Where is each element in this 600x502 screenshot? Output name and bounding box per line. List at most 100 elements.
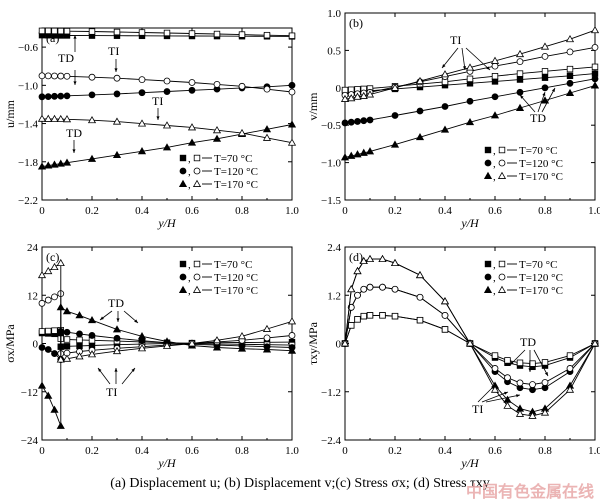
data-point xyxy=(491,62,499,70)
y-tick-label: −12 xyxy=(21,387,38,399)
y-tick-label: 12 xyxy=(27,290,38,302)
series-5 xyxy=(340,81,600,161)
data-point xyxy=(590,25,600,34)
legend-comma: , xyxy=(188,259,191,271)
data-point xyxy=(541,359,549,366)
data-point xyxy=(137,119,147,127)
data-point xyxy=(366,116,374,124)
series-line xyxy=(344,286,596,391)
arrow-head xyxy=(516,394,520,398)
data-point xyxy=(44,266,53,275)
data-point xyxy=(212,343,222,351)
series-6 xyxy=(340,25,600,102)
annotation-arrow xyxy=(461,47,466,71)
annotation-label: TI xyxy=(108,44,119,58)
y-tick-label: −1.2 xyxy=(321,387,341,399)
data-point xyxy=(113,74,121,82)
legend-marker-open xyxy=(193,154,201,162)
data-point xyxy=(37,114,47,122)
data-point xyxy=(288,332,296,339)
annotation-arrow xyxy=(465,47,491,71)
data-point xyxy=(365,147,375,155)
figure-canvas: 0 0.2 0.4 0.6 0.8 1.0 −2.2 −1.8 −1.4 −1.0 −0.6 y/H u… xyxy=(3,8,600,470)
legend-comma: , xyxy=(493,272,496,284)
y-tick-label: 1.0 xyxy=(327,8,341,20)
data-point xyxy=(391,312,399,320)
legend-marker-open xyxy=(497,285,507,293)
series-4 xyxy=(38,72,296,96)
data-point xyxy=(88,73,96,81)
data-point xyxy=(515,409,525,417)
data-point xyxy=(237,344,247,352)
data-point xyxy=(360,312,367,320)
data-point xyxy=(56,421,65,429)
chart-panel-3: 0 0.2 0.4 0.6 0.8 1.0 −24 −12 0 12 24 y/H σx/MPa (c) T… xyxy=(3,242,299,470)
data-point xyxy=(212,126,222,134)
panel-label: (b) xyxy=(349,16,363,30)
legend-marker-open xyxy=(192,285,202,293)
data-point xyxy=(353,92,362,100)
data-point xyxy=(541,74,549,81)
data-point xyxy=(347,285,356,293)
data-point xyxy=(56,114,65,123)
data-point xyxy=(87,116,97,124)
data-point xyxy=(38,328,46,335)
legend-marker-filled xyxy=(178,179,188,187)
data-point xyxy=(51,293,58,301)
series-6 xyxy=(340,254,600,419)
data-point xyxy=(541,379,549,386)
data-point xyxy=(415,132,425,141)
series-6 xyxy=(37,114,297,146)
data-point xyxy=(354,118,361,125)
chart-panel-1: 0 0.2 0.4 0.6 0.8 1.0 −2.2 −1.8 −1.4 −1.0 −0.6 y/H u… xyxy=(3,27,299,230)
data-point xyxy=(528,411,537,419)
x-tick-label: 0.6 xyxy=(185,445,199,457)
data-point xyxy=(515,49,525,58)
data-point xyxy=(591,75,599,83)
data-point xyxy=(491,352,499,359)
data-point xyxy=(516,76,524,83)
y-tick-label: 1.2 xyxy=(327,290,341,302)
series-line xyxy=(41,330,293,361)
data-point xyxy=(347,94,356,102)
data-point xyxy=(37,162,47,170)
annotation-label: TD xyxy=(520,335,536,349)
legend-comma: , xyxy=(493,259,496,271)
annotation-arrow xyxy=(533,349,549,377)
data-point xyxy=(38,299,46,307)
panel-label: (d) xyxy=(349,250,363,264)
y-tick-label: −1.5 xyxy=(321,195,341,207)
data-point xyxy=(63,92,71,100)
data-point xyxy=(353,150,362,158)
data-point xyxy=(347,151,356,159)
data-point xyxy=(63,336,71,343)
legend-comma: , xyxy=(188,272,191,284)
arrow-head xyxy=(114,68,118,72)
arrow-head xyxy=(134,319,138,323)
data-point xyxy=(360,117,368,125)
data-point xyxy=(359,256,368,265)
data-point xyxy=(212,134,222,142)
legend-label: T=170 °C xyxy=(214,179,258,191)
data-point xyxy=(213,80,221,88)
data-point xyxy=(340,339,350,347)
data-point xyxy=(187,138,197,146)
data-point xyxy=(62,354,72,362)
data-point xyxy=(50,114,59,122)
data-point xyxy=(137,332,147,340)
data-point xyxy=(341,119,349,127)
data-point xyxy=(62,307,72,315)
data-point xyxy=(465,63,475,71)
data-point xyxy=(287,317,297,325)
legend-label: T=170 °C xyxy=(519,285,563,297)
data-point xyxy=(188,86,196,94)
data-point xyxy=(238,82,246,90)
data-point xyxy=(541,68,549,75)
arrow-head xyxy=(520,95,524,99)
panel-label: (c) xyxy=(46,250,59,264)
data-point xyxy=(591,44,599,51)
data-point xyxy=(88,91,96,99)
data-point xyxy=(238,31,246,38)
y-tick-label: −1.8 xyxy=(18,157,38,169)
data-point xyxy=(112,346,122,355)
